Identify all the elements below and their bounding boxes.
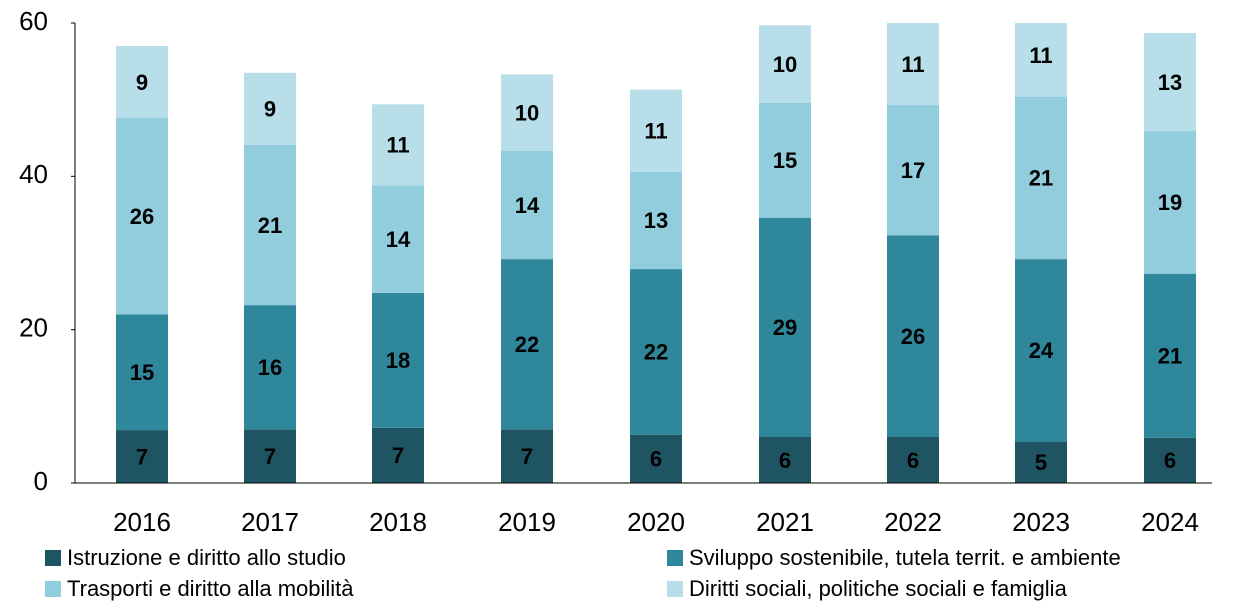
y-tick-label: 60 [19,6,48,36]
value-label: 16 [258,355,282,380]
value-label: 18 [386,348,410,373]
bar-segment [759,217,811,437]
value-label: 11 [644,119,667,144]
bar-segment [116,430,168,483]
bar-segment [116,314,168,431]
bar-segment [1015,96,1067,260]
bar-segment [501,151,553,260]
legend-swatch [45,550,61,566]
value-label: 14 [515,193,540,218]
value-label: 22 [644,340,668,365]
value-label: 21 [1158,344,1182,369]
bar-segment [372,292,424,428]
x-tick-label: 2024 [1141,507,1199,537]
legend-label: Trasporti e diritto alla mobilità [67,576,354,601]
bar-segment [501,259,553,430]
value-label: 6 [1164,448,1176,473]
x-tick-label: 2023 [1012,507,1070,537]
plot-area [116,23,1196,483]
value-label: 21 [258,213,282,238]
legend-label: Sviluppo sostenibile, tutela territ. e a… [689,545,1121,570]
bar-segment [887,105,939,236]
legend-label: Diritti sociali, politiche sociali e fam… [689,576,1068,601]
value-label: 10 [515,101,539,126]
bar-segment [887,437,939,483]
bar-segment [630,171,682,270]
bar-segment [1144,437,1196,483]
x-tick-label: 2018 [369,507,427,537]
value-label: 29 [773,315,797,340]
bar-segment [759,102,811,218]
bar-segment [630,434,682,483]
bar-segment [501,74,553,152]
value-label: 17 [901,158,925,183]
legend-swatch [45,581,61,597]
value-label: 6 [650,447,662,472]
value-label: 26 [901,324,925,349]
bar-segment [887,235,939,437]
legend-swatch [667,581,683,597]
bar-segment [244,429,296,483]
bar-segment [372,185,424,293]
value-label: 13 [644,208,668,233]
bar-segment [887,23,939,106]
bar-segment [630,89,682,172]
value-label: 13 [1158,70,1182,95]
bar-segment [759,25,811,103]
value-label: 11 [901,52,924,77]
value-label: 15 [130,360,154,385]
bar-segment [244,72,296,145]
value-label: 7 [136,444,148,469]
value-label: 7 [521,444,533,469]
value-label: 26 [130,204,154,229]
value-label: 6 [779,448,791,473]
x-tick-label: 2021 [756,507,814,537]
value-label: 11 [386,133,409,158]
bar-segment [1144,273,1196,438]
y-tick-label: 20 [19,313,48,343]
value-label: 19 [1158,190,1182,215]
bar-segment [116,118,168,315]
value-label: 7 [264,444,276,469]
value-label: 9 [136,70,148,95]
bar-segment [116,46,168,119]
legend-label: Istruzione e diritto allo studio [67,545,346,570]
value-label: 11 [1029,43,1052,68]
value-label: 14 [386,227,411,252]
y-tick-label: 40 [19,159,48,189]
bar-segment [1144,32,1196,132]
bar-segment [372,104,424,186]
value-label: 9 [264,97,276,122]
y-tick-label: 0 [34,466,48,496]
value-label: 15 [773,148,797,173]
legend-swatch [667,550,683,566]
bar-segment [630,269,682,435]
x-tick-label: 2022 [884,507,942,537]
bar-segment [759,437,811,483]
x-tick-label: 2020 [627,507,685,537]
value-label: 22 [515,332,539,357]
bar-segment [501,429,553,483]
bar-segment [244,144,296,306]
x-tick-label: 2019 [498,507,556,537]
value-label: 10 [773,52,797,77]
x-tick-label: 2016 [113,507,171,537]
value-label: 6 [907,448,919,473]
bar-segment [244,305,296,430]
bar-segment [1015,23,1067,97]
bar-segment [1015,441,1067,483]
value-label: 21 [1029,166,1053,191]
value-label: 7 [392,443,404,468]
bar-segment [1015,259,1067,442]
value-label: 5 [1035,450,1047,475]
bar-segment [372,427,424,483]
bar-segment [1144,131,1196,274]
value-label: 24 [1029,338,1054,363]
x-tick-label: 2017 [241,507,299,537]
